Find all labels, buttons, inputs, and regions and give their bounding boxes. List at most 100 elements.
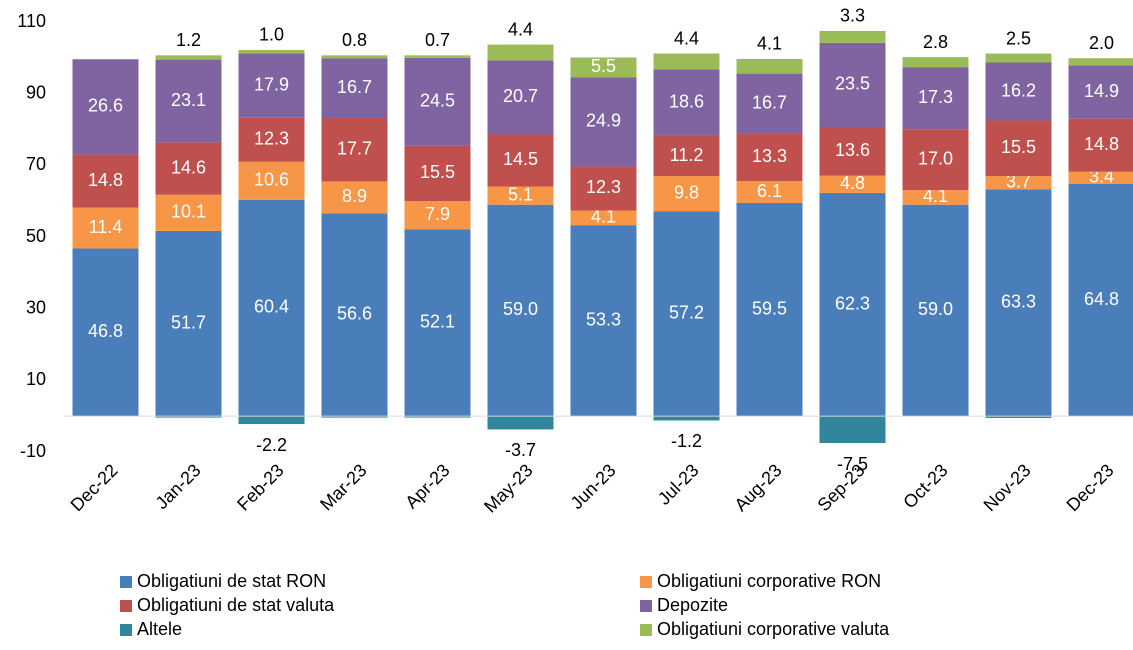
bar-segment: [653, 416, 720, 421]
x-tick-label: Oct-23: [899, 460, 951, 512]
data-label: 7.9: [425, 204, 450, 224]
bar-segment: [653, 53, 720, 70]
legend-swatch: [640, 600, 652, 612]
data-label: 16.7: [752, 92, 787, 112]
bar-segment: [155, 59, 222, 143]
x-tick-label: Mar-23: [316, 460, 370, 514]
data-label: 17.0: [918, 148, 953, 168]
data-label: 8.9: [342, 186, 367, 206]
bar-segment: [72, 59, 139, 155]
bar-segment: [321, 58, 388, 119]
bar-segment: [653, 69, 720, 136]
bar-segment: [487, 134, 554, 187]
data-label: 59.0: [918, 299, 953, 319]
data-label: 12.3: [254, 128, 289, 148]
data-label: 9.8: [674, 182, 699, 202]
data-label: 16.2: [1001, 80, 1036, 100]
data-label: 56.6: [337, 304, 372, 324]
data-label: 3.7: [1006, 171, 1031, 191]
data-label: 51.7: [171, 312, 206, 332]
bar-segment: [238, 161, 305, 200]
bar-segment: [321, 118, 388, 182]
bar-segment: [1068, 118, 1133, 172]
bar-segment: [155, 416, 222, 418]
bar-segment: [819, 126, 886, 176]
bar-segment: [736, 133, 803, 182]
data-label: 4.4: [508, 19, 533, 39]
data-label: 4.1: [923, 186, 948, 206]
y-tick-label: 110: [17, 11, 46, 31]
bar-segment: [487, 186, 554, 205]
data-label: 0.7: [425, 30, 450, 50]
data-label: 5.1: [508, 184, 533, 204]
x-tick-label: Apr-23: [401, 460, 453, 512]
bar-segment: [321, 213, 388, 417]
x-tick-label: Feb-23: [233, 460, 287, 514]
data-label: -1.2: [671, 431, 702, 451]
data-label: 14.8: [88, 170, 123, 190]
x-tick-label: Aug-23: [730, 460, 785, 515]
bar-segment: [1068, 65, 1133, 119]
bar-segment: [155, 194, 222, 231]
bar-segment: [404, 416, 471, 418]
bar-segment: [404, 229, 471, 417]
x-tick-label: Dec-23: [1063, 460, 1118, 515]
legend-label: Obligatiuni corporative valuta: [657, 619, 890, 639]
legend-swatch: [640, 624, 652, 636]
bar-segment: [321, 416, 388, 418]
bar-segment: [238, 53, 305, 118]
legend-swatch: [640, 576, 652, 588]
bar-segment: [1068, 183, 1133, 417]
bar-segment: [819, 42, 886, 127]
bar-segment: [819, 30, 886, 43]
data-label: 63.3: [1001, 292, 1036, 312]
bar-segment: [155, 142, 222, 195]
data-label: 18.6: [669, 91, 704, 111]
data-label: 2.5: [1006, 28, 1031, 48]
data-label: 4.8: [840, 173, 865, 193]
x-tick-label: Nov-23: [980, 460, 1035, 515]
bar-segment: [238, 49, 305, 54]
bar-segment: [985, 176, 1052, 190]
bar-segment: [902, 57, 969, 68]
y-tick-label: 30: [26, 297, 46, 317]
data-label: 2.0: [1089, 33, 1114, 53]
bar-segment: [1068, 171, 1133, 184]
bar-segment: [653, 211, 720, 417]
data-label: 13.6: [835, 140, 870, 160]
y-tick-label: 70: [26, 154, 46, 174]
data-label: 6.1: [757, 181, 782, 201]
bar-segment: [736, 181, 803, 203]
bar-segment: [902, 67, 969, 130]
data-label: 4.1: [757, 34, 782, 54]
data-label: 57.2: [669, 302, 704, 322]
data-label: 10.1: [171, 202, 206, 222]
data-label: 20.7: [503, 86, 538, 106]
legend-label: Depozite: [657, 595, 728, 615]
data-label: 4.4: [674, 28, 699, 48]
bar-segment: [985, 416, 1052, 418]
bar-segment: [653, 135, 720, 177]
bar-segment: [155, 55, 222, 60]
x-tick-label: May-23: [480, 460, 537, 517]
bar-segment: [238, 117, 305, 162]
bar-segment: [570, 225, 637, 417]
bar-segment: [404, 55, 471, 58]
bar-segment: [570, 57, 637, 78]
data-label: -3.7: [505, 440, 536, 460]
data-label: -2.2: [256, 435, 287, 455]
data-label: 1.0: [259, 25, 284, 45]
data-label: 2.8: [923, 32, 948, 52]
x-tick-label: Jul-23: [654, 460, 703, 509]
x-tick-label: Jun-23: [567, 460, 620, 513]
legend-label: Obligatiuni de stat RON: [137, 571, 326, 591]
data-label: 12.3: [586, 177, 621, 197]
bar-segment: [404, 57, 471, 146]
data-label: 10.6: [254, 169, 289, 189]
data-label: 23.1: [171, 90, 206, 110]
data-label: 14.9: [1084, 81, 1119, 101]
bar-segment: [736, 58, 803, 74]
y-tick-label: 90: [26, 82, 46, 102]
bar-segment: [570, 210, 637, 226]
data-label: 17.3: [918, 87, 953, 107]
